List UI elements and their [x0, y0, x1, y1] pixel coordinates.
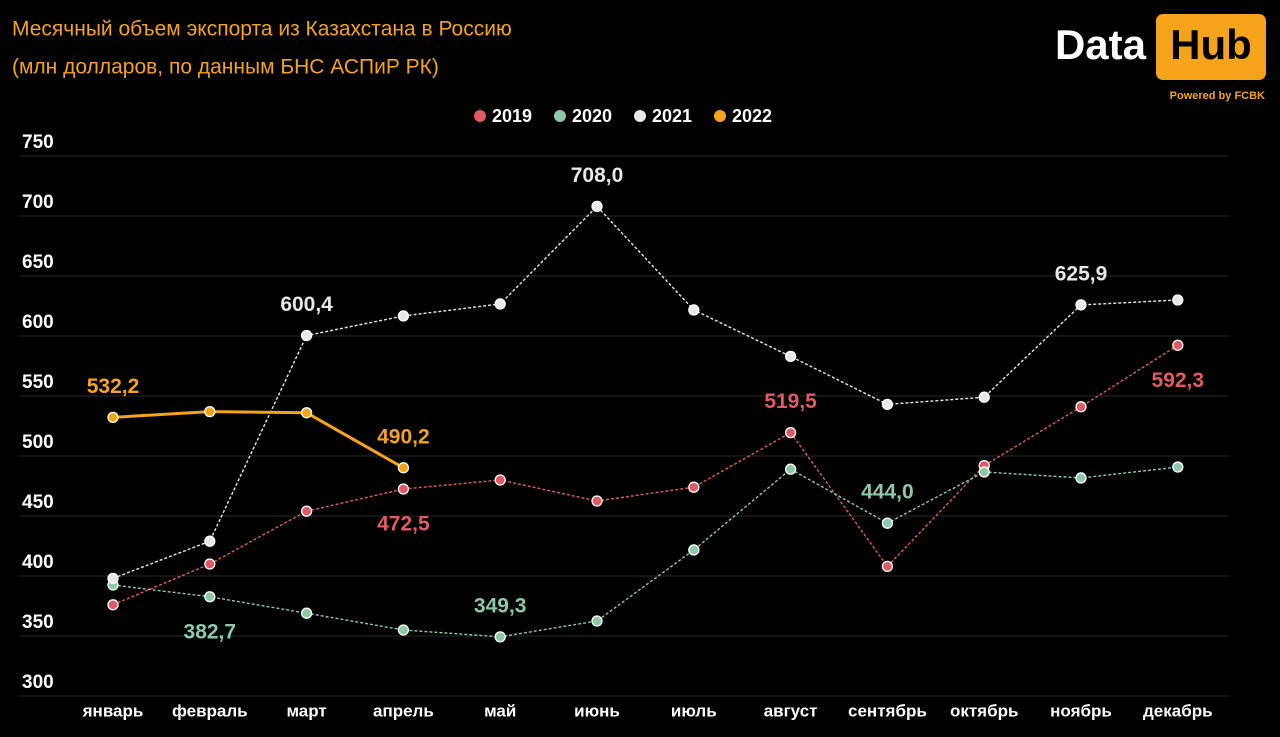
data-label: 444,0: [861, 481, 914, 504]
logo-box: [1156, 14, 1266, 80]
data-point: [688, 304, 700, 316]
x-tick-label: декабрь: [1143, 701, 1213, 720]
data-point: [397, 310, 410, 322]
data-label: 592,3: [1152, 369, 1205, 392]
data-label: 519,5: [764, 390, 817, 413]
legend-marker: [554, 110, 566, 122]
y-tick-label: 700: [22, 192, 54, 213]
data-point: [1075, 401, 1087, 413]
data-point: [881, 398, 894, 411]
data-label: 532,2: [87, 375, 140, 398]
data-point: [107, 599, 119, 611]
y-tick-label: 750: [22, 132, 54, 153]
series-line: [112, 466, 1178, 638]
data-label: 600,4: [280, 293, 333, 316]
x-tick-label: май: [484, 701, 516, 720]
x-tick-label: июнь: [574, 701, 620, 720]
legend-marker: [714, 110, 726, 122]
data-label: 490,2: [377, 425, 430, 448]
y-tick-label: 450: [22, 492, 54, 513]
legend-marker: [474, 110, 486, 122]
data-point: [397, 624, 410, 636]
data-point: [688, 544, 700, 556]
legend-label: 2022: [732, 106, 772, 126]
data-point: [591, 495, 603, 507]
x-tick-label: март: [286, 701, 326, 720]
data-point: [784, 426, 797, 439]
data-point: [688, 481, 700, 493]
data-point: [978, 466, 990, 478]
data-point: [107, 572, 119, 585]
data-point: [591, 200, 603, 213]
x-tick-label: февраль: [172, 701, 248, 720]
data-label: 472,5: [377, 513, 430, 536]
data-point: [881, 517, 894, 529]
data-point: [494, 474, 506, 486]
data-point: [978, 391, 990, 403]
data-point: [397, 483, 410, 495]
data-point: [1172, 461, 1184, 473]
legend-label: 2020: [572, 106, 612, 126]
logo-tagline: Powered by FCBK: [1170, 90, 1265, 102]
x-tick-label: апрель: [373, 701, 434, 720]
x-tick-label: август: [764, 701, 818, 720]
data-point: [204, 591, 216, 603]
y-tick-label: 500: [22, 432, 54, 453]
data-label: 625,9: [1055, 262, 1108, 285]
data-point: [494, 298, 506, 310]
y-tick-label: 600: [22, 312, 54, 333]
y-tick-label: 400: [22, 552, 54, 573]
data-point: [204, 558, 216, 570]
y-tick-label: 300: [22, 672, 54, 693]
y-tick-label: 550: [22, 372, 54, 393]
data-point: [1172, 339, 1184, 351]
logo-right: Hub: [1170, 21, 1252, 68]
data-point: [107, 411, 119, 424]
data-point: [300, 329, 313, 342]
data-label: 349,3: [474, 594, 527, 617]
data-point: [784, 350, 797, 363]
data-point: [204, 405, 216, 418]
x-tick-label: январь: [82, 701, 144, 720]
data-point: [300, 407, 313, 419]
data-label: 708,0: [571, 164, 624, 187]
y-tick-label: 350: [22, 612, 54, 633]
legend-label: 2019: [492, 106, 532, 126]
data-point: [1172, 294, 1184, 306]
data-point: [204, 535, 216, 547]
chart-title: Месячный объем экспорта из Казахстана в …: [12, 18, 512, 41]
chart-subtitle: (млн долларов, по данным БНС АСПиР РК): [12, 56, 439, 79]
series-line: [112, 410, 405, 470]
x-tick-label: октябрь: [950, 701, 1018, 720]
data-point: [881, 560, 894, 573]
data-point: [591, 615, 603, 627]
data-point: [494, 631, 506, 643]
x-tick-label: июль: [671, 701, 717, 720]
data-point: [1075, 472, 1087, 484]
series-line: [112, 205, 1178, 580]
y-tick-label: 650: [22, 252, 54, 273]
data-label: 382,7: [184, 620, 237, 643]
data-point: [300, 505, 313, 517]
x-tick-label: сентябрь: [848, 701, 927, 720]
series-line: [112, 344, 1179, 606]
legend-marker: [634, 110, 646, 122]
data-point: [300, 607, 313, 619]
data-point: [397, 462, 410, 474]
data-point: [784, 463, 797, 475]
logo-left: Data: [1055, 21, 1147, 68]
legend-label: 2021: [652, 106, 692, 126]
data-point: [1075, 299, 1087, 311]
x-tick-label: ноябрь: [1050, 701, 1112, 720]
